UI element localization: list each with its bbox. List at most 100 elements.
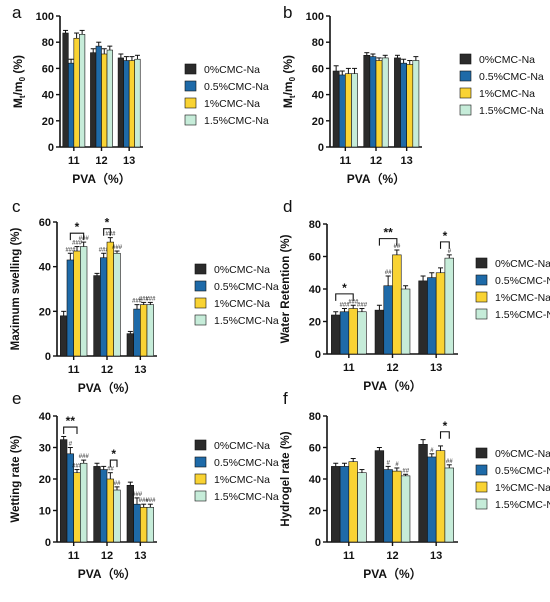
significance-marker: # xyxy=(430,448,434,454)
x-tick-label: 11 xyxy=(68,364,80,376)
bar-f-s0-c2 xyxy=(418,444,428,543)
legend-swatch xyxy=(194,314,207,326)
legend-label: 1%CMC-Na xyxy=(495,292,550,304)
bar-f-s1-c0 xyxy=(339,466,350,543)
significance-bracket xyxy=(103,228,111,236)
bar-a-s3-c1 xyxy=(106,49,113,148)
bar-a-s1-c2 xyxy=(123,60,130,148)
significance-marker: ### xyxy=(65,247,76,253)
bar-c-s3-c1 xyxy=(113,252,121,357)
x-tick-label: 13 xyxy=(134,364,146,376)
x-tick-label: 12 xyxy=(101,364,113,376)
x-tick-label: 13 xyxy=(430,550,442,562)
y-tick-label: 0 xyxy=(45,351,51,363)
legend-label: 0.5%CMC-Na xyxy=(495,275,550,287)
significance-bracket xyxy=(69,232,85,241)
legend-label: 0.5%CMC-Na xyxy=(479,71,544,83)
bar-b-s3-c0 xyxy=(351,73,358,148)
bar-b-s2-c0 xyxy=(345,73,352,148)
bar-c-s0-c2 xyxy=(126,333,134,357)
x-tick-label: 13 xyxy=(123,155,135,167)
x-tick-label: 13 xyxy=(134,550,146,562)
significance-bracket xyxy=(378,238,398,246)
bar-b-s3-c1 xyxy=(381,57,389,148)
significance-marker: ### xyxy=(357,303,368,309)
x-tick-label: 11 xyxy=(68,155,80,167)
bar-c-s1-c0 xyxy=(66,259,74,357)
bar-e-s1-c2 xyxy=(133,503,141,543)
bar-b-s1-c0 xyxy=(338,74,346,148)
bar-c-s2-c0 xyxy=(73,250,81,357)
x-tick-label: 11 xyxy=(68,550,80,562)
significance-marker: # xyxy=(395,462,399,468)
bar-f-s0-c0 xyxy=(331,466,341,543)
legend-swatch xyxy=(475,447,488,459)
bar-e-s2-c0 xyxy=(73,472,81,543)
y-tick-label: 80 xyxy=(309,219,321,231)
y-tick-label: 0 xyxy=(318,142,324,154)
bar-b-s3-c2 xyxy=(412,60,420,148)
bar-a-s0-c2 xyxy=(117,57,124,148)
bar-a-s2-c0 xyxy=(73,37,80,148)
bar-f-s3-c2 xyxy=(444,467,454,543)
legend-label: 1.5%CMC-Na xyxy=(495,499,550,511)
legend-swatch xyxy=(475,257,488,269)
y-tick-label: 40 xyxy=(309,474,321,486)
bar-e-s3-c0 xyxy=(80,462,88,543)
significance-marker: ### xyxy=(79,454,90,460)
x-axis-title: PVA（%） xyxy=(363,566,421,581)
legend-swatch xyxy=(459,70,472,82)
legend-label: 0.5%CMC-Na xyxy=(214,457,279,469)
bar-a-s1-c0 xyxy=(68,62,75,148)
significance-marker: # xyxy=(386,460,390,466)
legend-swatch xyxy=(475,498,488,510)
significance-marker: # xyxy=(448,249,452,255)
y-tick-label: 30 xyxy=(39,443,51,455)
significance-marker: ## xyxy=(394,244,401,250)
bar-c-s2-c2 xyxy=(140,304,148,357)
legend-swatch xyxy=(459,53,472,65)
legend-swatch xyxy=(459,87,472,99)
legend-label: 1.5%CMC-Na xyxy=(214,315,279,327)
y-tick-label: 0 xyxy=(48,142,54,154)
y-axis-title-part: t xyxy=(288,95,297,98)
bar-e-s3-c1 xyxy=(113,489,121,543)
panel-letter: b xyxy=(283,3,292,22)
y-tick-label: 20 xyxy=(309,317,321,329)
y-axis-title-part: t xyxy=(18,95,27,98)
legend-label: 0.5%CMC-Na xyxy=(204,81,269,93)
legend-swatch xyxy=(475,481,488,493)
y-tick-label: 40 xyxy=(312,90,324,102)
y-tick-label: 20 xyxy=(42,116,54,128)
legend-label: 0%CMC-Na xyxy=(495,258,550,270)
legend-label: 0%CMC-Na xyxy=(204,64,260,76)
bar-f-s3-c1 xyxy=(400,475,411,543)
significance-star: * xyxy=(443,419,448,433)
y-axis-title-part: (%) xyxy=(281,55,295,77)
y-tick-label: 0 xyxy=(315,349,321,361)
y-tick-label: 100 xyxy=(36,11,54,23)
y-tick-label: 100 xyxy=(306,11,324,23)
bar-b-s2-c2 xyxy=(406,64,414,148)
y-tick-label: 60 xyxy=(309,252,321,264)
significance-bracket xyxy=(63,426,78,435)
bar-f-s1-c1 xyxy=(383,469,393,543)
y-tick-label: 60 xyxy=(309,443,321,455)
legend-label: 1%CMC-Na xyxy=(204,98,260,110)
bar-c-s3-c0 xyxy=(80,246,88,357)
legend-swatch xyxy=(194,490,207,502)
significance-marker: ### xyxy=(99,247,110,253)
bar-d-s0-c1 xyxy=(374,309,385,355)
y-axis-title: Wetting rate (%) xyxy=(10,435,22,522)
y-tick-label: 80 xyxy=(312,37,324,49)
panel-letter: e xyxy=(12,389,21,408)
y-axis-title: Hydrogel rate (%) xyxy=(280,431,292,526)
bar-b-s1-c1 xyxy=(369,56,377,148)
significance-star: * xyxy=(75,220,80,234)
bar-c-s2-c1 xyxy=(106,241,114,357)
legend-swatch xyxy=(194,439,207,451)
bar-a-s1-c1 xyxy=(95,45,102,148)
legend-swatch xyxy=(475,464,488,476)
